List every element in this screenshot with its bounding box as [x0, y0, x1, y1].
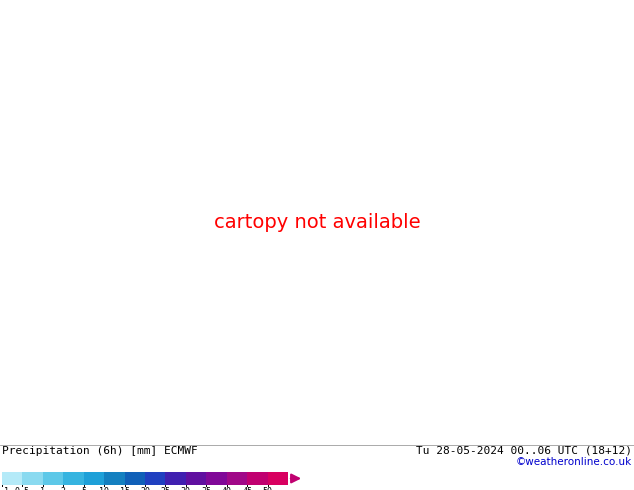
Bar: [63, 472, 84, 485]
Bar: [22, 472, 43, 485]
Text: cartopy not available: cartopy not available: [214, 213, 420, 232]
Text: 45: 45: [242, 487, 252, 490]
Bar: [104, 472, 124, 485]
Text: 40: 40: [222, 487, 231, 490]
Bar: [186, 472, 206, 485]
Bar: [165, 472, 186, 485]
Text: 15: 15: [120, 487, 129, 490]
Text: 35: 35: [201, 487, 211, 490]
Text: 2: 2: [61, 487, 66, 490]
Text: ©weatheronline.co.uk: ©weatheronline.co.uk: [515, 457, 632, 467]
Bar: [2, 472, 22, 485]
Text: 50: 50: [262, 487, 273, 490]
Bar: [145, 472, 165, 485]
Text: 25: 25: [160, 487, 171, 490]
Bar: [124, 472, 145, 485]
Bar: [84, 472, 104, 485]
Bar: [43, 472, 63, 485]
Bar: [247, 472, 268, 485]
Text: 5: 5: [81, 487, 86, 490]
Text: 1: 1: [41, 487, 46, 490]
Bar: [227, 472, 247, 485]
Text: 0.1: 0.1: [0, 487, 10, 490]
Bar: [268, 472, 288, 485]
Text: 10: 10: [99, 487, 109, 490]
Text: 20: 20: [140, 487, 150, 490]
Text: Tu 28-05-2024 00..06 UTC (18+12): Tu 28-05-2024 00..06 UTC (18+12): [416, 446, 632, 456]
Text: 0.5: 0.5: [15, 487, 30, 490]
Bar: [206, 472, 227, 485]
Text: 30: 30: [181, 487, 191, 490]
Text: Precipitation (6h) [mm] ECMWF: Precipitation (6h) [mm] ECMWF: [2, 446, 198, 456]
